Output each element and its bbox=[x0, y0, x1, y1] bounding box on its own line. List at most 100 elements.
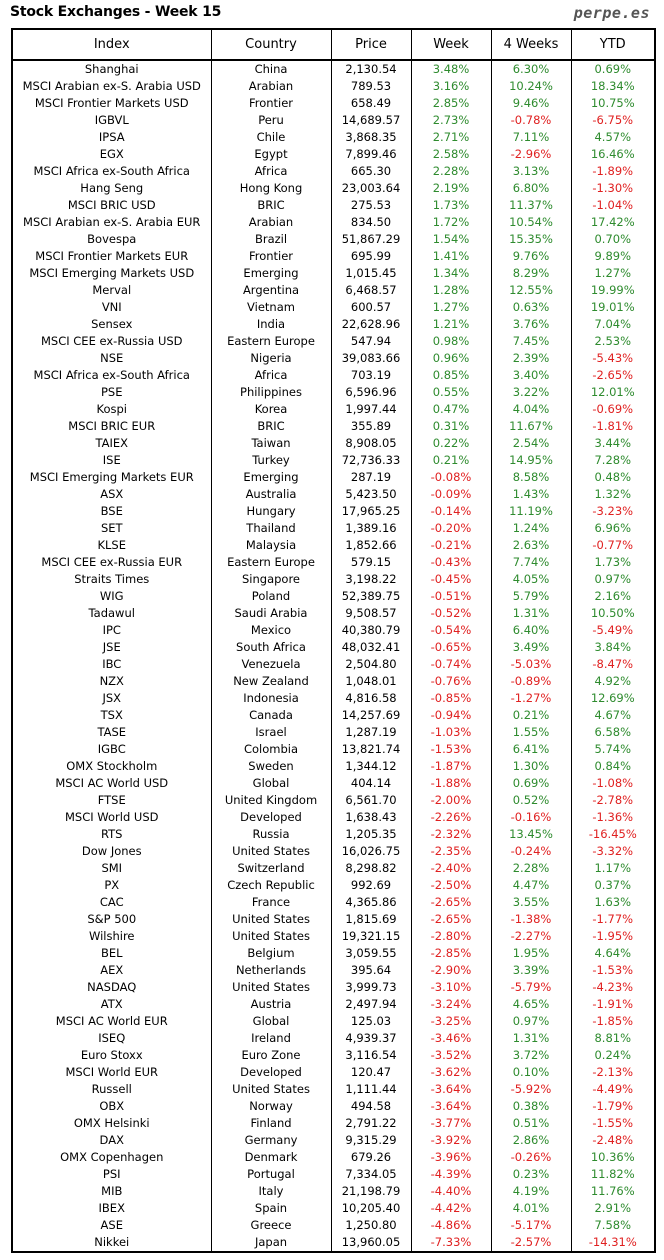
column-header-week: Week bbox=[410, 28, 492, 61]
cell-index: VNI bbox=[11, 299, 212, 316]
cell-index: SET bbox=[11, 520, 212, 537]
cell-ytd: 17.42% bbox=[570, 214, 656, 231]
cell-week: -2.65% bbox=[410, 894, 492, 911]
cell-ytd: 1.63% bbox=[570, 894, 656, 911]
cell-ytd: 4.92% bbox=[570, 673, 656, 690]
cell-week: -2.40% bbox=[410, 860, 492, 877]
cell-country: Developed bbox=[210, 809, 332, 826]
cell-country: Canada bbox=[210, 707, 332, 724]
cell-week: -3.25% bbox=[410, 1013, 492, 1030]
cell-price: 665.30 bbox=[330, 163, 412, 180]
cell-week: 3.48% bbox=[410, 60, 492, 78]
cell-4-weeks: -5.79% bbox=[490, 979, 572, 996]
table-row: TASE Israel 1,287.19 -1.03% 1.55% 6.58% bbox=[11, 724, 656, 741]
cell-index: OMX Helsinki bbox=[11, 1115, 212, 1132]
cell-index: Hang Seng bbox=[11, 180, 212, 197]
cell-price: 51,867.29 bbox=[330, 231, 412, 248]
cell-index: MSCI Frontier Markets EUR bbox=[11, 248, 212, 265]
cell-week: 0.85% bbox=[410, 367, 492, 384]
cell-week: -3.77% bbox=[410, 1115, 492, 1132]
cell-4-weeks: 7.45% bbox=[490, 333, 572, 350]
cell-index: JSE bbox=[11, 639, 212, 656]
cell-price: 52,389.75 bbox=[330, 588, 412, 605]
cell-ytd: 10.36% bbox=[570, 1149, 656, 1166]
cell-ytd: 12.01% bbox=[570, 384, 656, 401]
cell-ytd: 10.50% bbox=[570, 605, 656, 622]
cell-4-weeks: 0.52% bbox=[490, 792, 572, 809]
table-row: Tadawul Saudi Arabia 9,508.57 -0.52% 1.31% 10… bbox=[11, 605, 656, 622]
cell-price: 9,315.29 bbox=[330, 1132, 412, 1149]
cell-price: 14,257.69 bbox=[330, 707, 412, 724]
cell-index: OBX bbox=[11, 1098, 212, 1115]
cell-country: Egypt bbox=[210, 146, 332, 163]
cell-country: Italy bbox=[210, 1183, 332, 1200]
cell-week: 1.28% bbox=[410, 282, 492, 299]
header: Stock Exchanges - Week 15 perpe.es bbox=[0, 0, 664, 26]
cell-price: 547.94 bbox=[330, 333, 412, 350]
cell-country: Korea bbox=[210, 401, 332, 418]
cell-ytd: -5.43% bbox=[570, 350, 656, 367]
cell-country: Hungary bbox=[210, 503, 332, 520]
cell-ytd: 1.17% bbox=[570, 860, 656, 877]
cell-country: Developed bbox=[210, 1064, 332, 1081]
cell-price: 3,198.22 bbox=[330, 571, 412, 588]
cell-price: 13,960.05 bbox=[330, 1234, 412, 1252]
cell-index: MSCI Emerging Markets USD bbox=[11, 265, 212, 282]
cell-price: 600.57 bbox=[330, 299, 412, 316]
cell-index: MSCI Africa ex-South Africa bbox=[11, 367, 212, 384]
cell-country: Indonesia bbox=[210, 690, 332, 707]
cell-ytd: 1.32% bbox=[570, 486, 656, 503]
cell-index: NZX bbox=[11, 673, 212, 690]
cell-country: Denmark bbox=[210, 1149, 332, 1166]
stock-exchanges-table: Index Country Price Week 4 Weeks YTD Sha… bbox=[11, 28, 656, 1253]
column-header-index: Index bbox=[11, 28, 212, 61]
cell-index: ISEQ bbox=[11, 1030, 212, 1047]
cell-ytd: -2.48% bbox=[570, 1132, 656, 1149]
site-watermark: perpe.es bbox=[573, 4, 650, 22]
cell-4-weeks: 3.40% bbox=[490, 367, 572, 384]
cell-4-weeks: 4.65% bbox=[490, 996, 572, 1013]
cell-country: Germany bbox=[210, 1132, 332, 1149]
table-row: MSCI AC World EUR Global 125.03 -3.25% 0.97%… bbox=[11, 1013, 656, 1030]
cell-price: 22,628.96 bbox=[330, 316, 412, 333]
cell-ytd: 6.96% bbox=[570, 520, 656, 537]
cell-index: Tadawul bbox=[11, 605, 212, 622]
cell-country: Taiwan bbox=[210, 435, 332, 452]
cell-price: 3,999.73 bbox=[330, 979, 412, 996]
cell-ytd: -3.32% bbox=[570, 843, 656, 860]
cell-price: 1,815.69 bbox=[330, 911, 412, 928]
cell-week: -0.74% bbox=[410, 656, 492, 673]
table-row: IGBVL Peru 14,689.57 2.73% -0.78% -6.75% bbox=[11, 112, 656, 129]
table-row: MSCI Africa ex-South Africa Africa 703.19 0… bbox=[11, 367, 656, 384]
cell-index: RTS bbox=[11, 826, 212, 843]
cell-country: Greece bbox=[210, 1217, 332, 1234]
cell-index: ASX bbox=[11, 486, 212, 503]
table-row: MSCI Emerging Markets USD Emerging 1,015.4… bbox=[11, 265, 656, 282]
cell-index: TASE bbox=[11, 724, 212, 741]
cell-4-weeks: 0.10% bbox=[490, 1064, 572, 1081]
table-row: IPSA Chile 3,868.35 2.71% 7.11% 4.57% bbox=[11, 129, 656, 146]
cell-4-weeks: 3.13% bbox=[490, 163, 572, 180]
cell-price: 14,689.57 bbox=[330, 112, 412, 129]
cell-ytd: 7.58% bbox=[570, 1217, 656, 1234]
cell-country: Russia bbox=[210, 826, 332, 843]
cell-country: Eastern Europe bbox=[210, 554, 332, 571]
cell-4-weeks: 1.55% bbox=[490, 724, 572, 741]
cell-week: -7.33% bbox=[410, 1234, 492, 1252]
cell-price: 789.53 bbox=[330, 78, 412, 95]
cell-price: 1,389.16 bbox=[330, 520, 412, 537]
cell-country: BRIC bbox=[210, 197, 332, 214]
cell-4-weeks: 2.54% bbox=[490, 435, 572, 452]
cell-ytd: -6.75% bbox=[570, 112, 656, 129]
cell-week: 0.31% bbox=[410, 418, 492, 435]
cell-week: -0.51% bbox=[410, 588, 492, 605]
table-row: NASDAQ United States 3,999.73 -3.10% -5.79% -… bbox=[11, 979, 656, 996]
cell-index: MSCI AC World USD bbox=[11, 775, 212, 792]
cell-index: Shanghai bbox=[11, 60, 212, 78]
table-row: PSE Philippines 6,596.96 0.55% 3.22% 12.01% bbox=[11, 384, 656, 401]
cell-country: Argentina bbox=[210, 282, 332, 299]
cell-price: 658.49 bbox=[330, 95, 412, 112]
cell-index: MSCI World EUR bbox=[11, 1064, 212, 1081]
cell-price: 17,965.25 bbox=[330, 503, 412, 520]
cell-price: 2,497.94 bbox=[330, 996, 412, 1013]
